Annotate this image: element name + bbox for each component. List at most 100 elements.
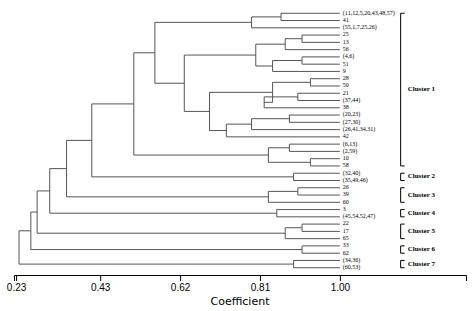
leaf-label: (4,6) <box>343 53 355 60</box>
branch <box>302 231 340 232</box>
branch <box>19 264 294 265</box>
leaf-label: (34,36) <box>343 257 361 264</box>
leaf-label: 39 <box>343 191 349 197</box>
cluster-label: Cluster 6 <box>408 245 436 253</box>
branch <box>134 52 155 53</box>
cluster-label: Cluster 2 <box>408 172 436 180</box>
branch <box>268 147 289 148</box>
x-tick: 0.23 <box>7 275 27 293</box>
branch <box>294 173 340 174</box>
x-tick-label: 0.23 <box>7 282 27 293</box>
leaf-label: 33 <box>343 242 349 248</box>
branch <box>252 129 340 130</box>
leaf-label: 22 <box>343 220 349 226</box>
branch <box>92 176 294 177</box>
leaf-label: (32,40) <box>343 170 361 177</box>
leaf-label: (11,12,5,20,43,48,57) <box>343 10 395 17</box>
branch <box>264 107 340 108</box>
branch <box>289 151 339 152</box>
leaf-label: (60,53) <box>343 264 361 271</box>
branch <box>252 16 281 17</box>
branch <box>155 22 252 23</box>
branch <box>50 213 277 214</box>
cluster-bracket <box>401 13 405 166</box>
x-tick-label: 0.62 <box>171 282 191 293</box>
branch <box>285 227 302 228</box>
branch <box>226 124 251 125</box>
leaf-labels: (11,12,5,20,43,48,57)41(55,1,7,25,26)251… <box>343 10 395 271</box>
x-tick-label: 0.43 <box>91 282 111 293</box>
x-tick: 0.81 <box>251 275 271 293</box>
branch <box>285 49 340 50</box>
leaf-label: (2,59) <box>343 148 358 155</box>
branch <box>294 267 340 268</box>
branch <box>289 144 339 145</box>
x-tick: 1.00 <box>331 275 351 293</box>
branch <box>92 103 134 104</box>
branch <box>302 253 340 254</box>
branch <box>302 35 340 36</box>
branch <box>210 130 227 131</box>
x-axis: 0.23 0.43 0.62 0.81 1.00 <box>7 275 467 293</box>
leaf-label: (55,1,7,25,26) <box>343 24 377 31</box>
branch <box>294 180 340 181</box>
branch <box>302 224 340 225</box>
leaf-label: 10 <box>343 155 349 161</box>
branch <box>210 92 273 93</box>
branch <box>268 162 310 163</box>
leaf-label: 51 <box>343 61 349 67</box>
branch <box>155 83 184 84</box>
leaf-label: (27,30) <box>343 119 361 126</box>
branch <box>298 187 340 188</box>
branch <box>256 44 285 45</box>
leaf-label: 41 <box>343 17 349 23</box>
branch <box>37 190 50 191</box>
cluster-label: Cluster 7 <box>408 260 436 268</box>
leaf-label: 58 <box>343 162 349 168</box>
x-axis-title: Coefficient <box>211 295 271 308</box>
branch <box>302 64 340 65</box>
branch <box>31 212 37 213</box>
branch <box>264 96 298 97</box>
x-tick-mark <box>180 275 181 281</box>
branch <box>252 118 290 119</box>
cluster-label: Cluster 1 <box>408 85 436 93</box>
branch <box>252 27 340 28</box>
branch <box>134 155 269 156</box>
branch <box>226 136 340 137</box>
branch <box>268 202 339 203</box>
branch <box>277 216 340 217</box>
leaf-label: 38 <box>343 104 349 110</box>
chart: 0.23 0.43 0.62 0.81 1.00 Coefficient (11,12,5,… <box>0 0 474 311</box>
branch <box>184 55 255 56</box>
branch <box>310 78 339 79</box>
branch <box>268 191 297 192</box>
leaf-label: 42 <box>343 133 349 139</box>
leaf-label: (26,41,34,31) <box>343 126 376 133</box>
branch <box>310 85 339 86</box>
branch <box>273 60 302 61</box>
cluster-label: Cluster 3 <box>408 191 436 199</box>
leaf-label: (20,23) <box>343 111 361 118</box>
leaf-label: 26 <box>343 184 349 190</box>
merge <box>19 231 20 264</box>
branch <box>298 93 340 94</box>
leaf-label: 13 <box>343 39 349 45</box>
branch <box>298 195 340 196</box>
branch <box>302 56 340 57</box>
leaf-label: 21 <box>343 90 349 96</box>
leaf-label: 9 <box>343 68 346 74</box>
leaf-label: 62 <box>343 250 349 256</box>
cluster-bracket <box>401 210 405 217</box>
branch <box>310 165 339 166</box>
x-tick-mark <box>16 275 17 281</box>
branch <box>281 20 340 21</box>
branch <box>302 245 340 246</box>
leaf-label: 28 <box>343 75 349 81</box>
branch <box>50 168 67 169</box>
branch <box>285 238 340 239</box>
branch <box>19 230 31 231</box>
leaf-label: 56 <box>343 46 349 52</box>
leaf-label: 50 <box>343 82 349 88</box>
branch <box>289 122 339 123</box>
